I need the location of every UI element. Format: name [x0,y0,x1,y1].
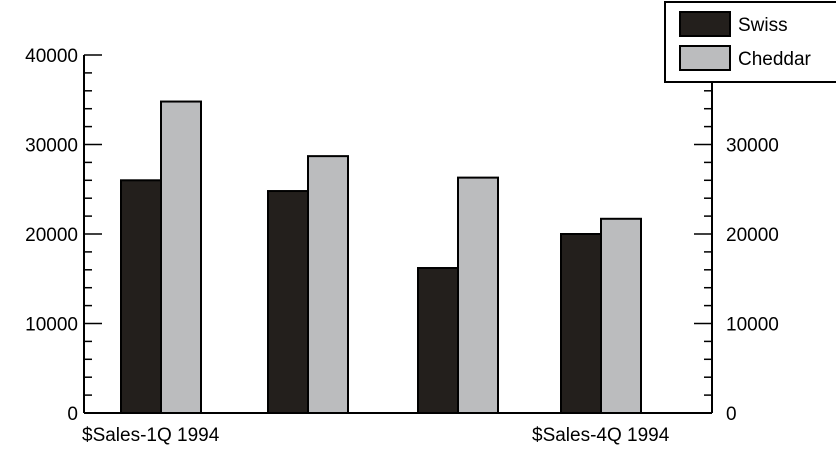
y-tick-label-left: 20000 [25,225,78,246]
x-tick-label: $Sales-1Q 1994 [82,425,220,446]
y-tick-label-right: 10000 [726,315,779,336]
y-tick-label-left: 40000 [25,46,78,67]
bar-swiss-1 [120,179,162,414]
y-tick-label-left: 0 [67,404,78,425]
legend-swatch-cheddar [679,45,731,71]
x-tick-label: $Sales-4Q 1994 [532,425,670,446]
bar-swiss-2 [267,190,309,414]
bar-cheddar-3 [457,176,499,414]
bar-cheddar-4 [600,217,642,414]
bar-swiss-4 [560,233,602,414]
y-tick-label-left: 10000 [25,315,78,336]
legend: Swiss Cheddar [664,1,836,83]
tick-labels: 0 10000 20000 30000 40000 0 10000 20000 30000 $Sa… [25,46,779,446]
bars [120,100,642,415]
legend-label-cheddar: Cheddar [738,49,812,70]
y-tick-label-left: 30000 [25,136,78,157]
bar-swiss-3 [417,267,459,415]
y-tick-label-right: 0 [726,404,737,425]
y-tick-label-right: 20000 [726,225,779,246]
bar-cheddar-2 [307,155,349,414]
legend-swatch-swiss [679,11,731,37]
legend-label-swiss: Swiss [738,15,788,36]
bar-cheddar-1 [160,100,202,414]
y-tick-label-right: 30000 [726,136,779,157]
